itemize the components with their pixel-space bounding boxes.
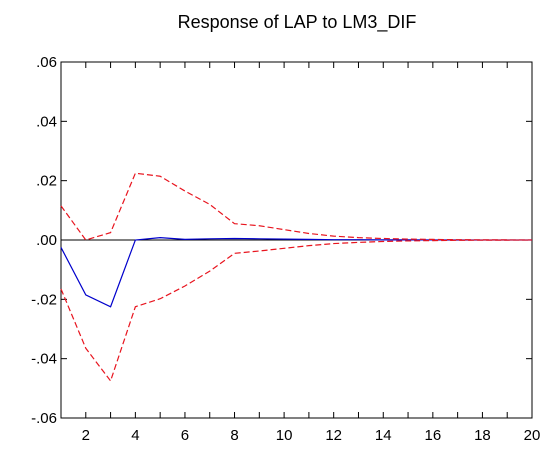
- series-2: [60, 239, 533, 383]
- x-tick-label: 12: [325, 427, 342, 444]
- x-tick-label: 6: [181, 427, 189, 444]
- x-tick-label: 8: [230, 427, 238, 444]
- y-tick-label: .02: [36, 173, 57, 190]
- x-tick-label: 10: [276, 427, 293, 444]
- x-axis: 2 4 6 8 10 12 14 16 18 20: [60, 62, 541, 444]
- y-tick-label: -.02: [31, 291, 57, 308]
- series-line: [60, 172, 533, 241]
- y-tick-label: -.06: [31, 410, 57, 427]
- series-line: [60, 237, 532, 308]
- x-tick-label: 2: [82, 427, 90, 444]
- series-0: [60, 237, 532, 308]
- series-layer: [60, 172, 533, 383]
- x-tick-label: 16: [424, 427, 441, 444]
- chart-title: Response of LAP to LM3_DIF: [178, 12, 417, 33]
- x-tick-label: 18: [474, 427, 491, 444]
- y-tick-label: .06: [36, 54, 57, 71]
- series-1: [60, 172, 533, 241]
- x-tick-label: 14: [375, 427, 392, 444]
- x-tick-label: 4: [131, 427, 139, 444]
- y-tick-label: .00: [36, 232, 57, 249]
- y-tick-label: -.04: [31, 351, 57, 368]
- series-line: [60, 239, 533, 383]
- x-tick-label: 20: [524, 427, 541, 444]
- y-tick-label: .04: [36, 113, 57, 130]
